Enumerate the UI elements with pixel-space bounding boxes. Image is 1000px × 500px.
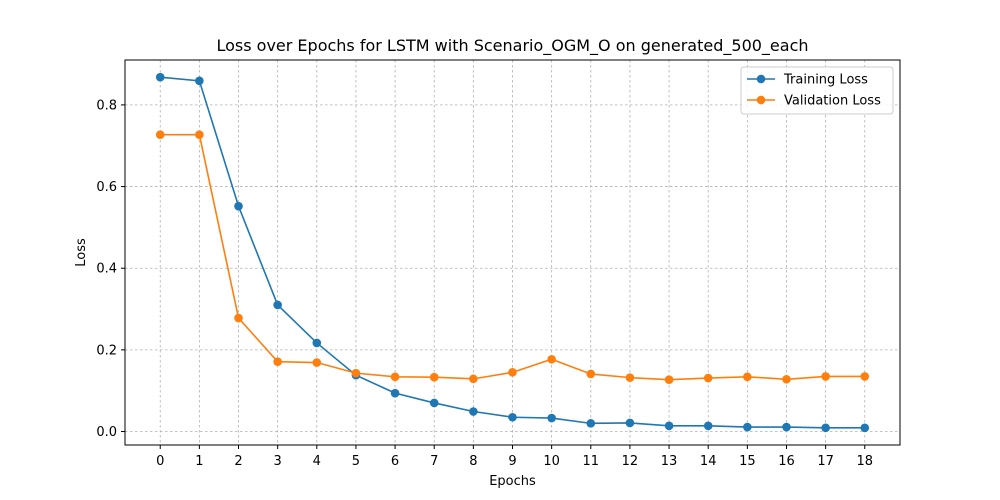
- x-tick-label: 0: [156, 454, 164, 469]
- training-loss-legend-label: Training Loss: [783, 73, 868, 88]
- x-tick-label: 2: [234, 454, 242, 469]
- validation-loss-point: [508, 368, 517, 377]
- y-tick-label: 0.0: [96, 425, 117, 440]
- x-tick-label: 14: [700, 454, 717, 469]
- validation-loss-point: [821, 372, 830, 381]
- series-layer: [155, 72, 870, 433]
- training-loss-point: [625, 418, 635, 428]
- x-tick-label: 18: [856, 454, 873, 469]
- validation-loss-point: [469, 374, 478, 384]
- x-tick-label: 10: [543, 454, 560, 469]
- validation-loss-point: [703, 373, 713, 383]
- y-tick-label: 0.2: [96, 343, 117, 358]
- validation-loss-point: [586, 369, 596, 379]
- training-loss-point: [429, 398, 439, 408]
- validation-loss-point: [860, 372, 870, 381]
- training-loss-point: [469, 407, 478, 416]
- training-loss-point: [155, 72, 165, 82]
- x-tick-label: 11: [583, 454, 600, 469]
- validation-loss-point: [195, 130, 204, 140]
- x-tick-label: 13: [661, 454, 678, 469]
- validation-loss-legend-label: Validation Loss: [784, 94, 881, 109]
- x-tick-label: 3: [274, 454, 282, 469]
- x-tick-label: 15: [739, 454, 756, 469]
- training-loss-point: [860, 423, 870, 433]
- validation-loss-point: [625, 373, 635, 382]
- x-tick-label: 4: [313, 454, 321, 469]
- training-loss-point: [743, 422, 752, 432]
- validation-loss-point: [390, 372, 400, 382]
- x-tick-label: 17: [817, 454, 834, 469]
- x-tick-label: 6: [391, 454, 399, 469]
- y-tick-label: 0.4: [96, 262, 117, 277]
- training-loss-point: [234, 201, 243, 211]
- training-loss-point: [508, 412, 517, 422]
- validation-loss-point: [782, 374, 791, 384]
- training-loss-point: [312, 338, 322, 348]
- y-tick-label: 0.8: [96, 98, 117, 113]
- y-tick-label: 0.6: [96, 180, 117, 195]
- x-tick-label: 7: [430, 454, 438, 469]
- training-loss-point: [273, 300, 282, 310]
- training-loss-point: [821, 423, 830, 433]
- y-axis: 0.0 0.2 0.4 0.6 0.8: [96, 98, 125, 440]
- validation-loss-point: [234, 313, 243, 323]
- x-axis: 0 1 2 3 4 5 6 7 8 9 10 11 12 13 14 15 16 17 18: [156, 445, 873, 469]
- validation-loss-legend-marker: [756, 95, 766, 105]
- validation-loss-point: [273, 357, 282, 367]
- training-loss-point: [586, 419, 596, 428]
- validation-loss-point: [351, 368, 361, 378]
- training-loss-point: [782, 422, 791, 432]
- validation-loss-point: [429, 372, 439, 382]
- legend: Training Loss Validation Loss: [740, 66, 894, 115]
- x-tick-label: 16: [778, 454, 795, 469]
- x-tick-label: 12: [622, 454, 639, 469]
- x-tick-label: 9: [508, 454, 516, 469]
- training-loss-point: [664, 421, 674, 431]
- training-loss-point: [547, 413, 556, 423]
- training-loss-legend-marker: [756, 74, 766, 84]
- validation-loss-point: [664, 375, 674, 384]
- training-loss-point: [195, 76, 204, 86]
- y-axis-title: Loss: [74, 238, 89, 267]
- training-loss-point: [703, 421, 713, 431]
- validation-loss-point: [155, 130, 165, 140]
- validation-loss-point: [743, 372, 752, 382]
- validation-loss-point: [312, 358, 322, 367]
- x-tick-label: 8: [469, 454, 477, 469]
- validation-loss-point: [547, 354, 556, 364]
- chart-title: Loss over Epochs for LSTM with Scenario_…: [216, 36, 808, 56]
- legend-box: [740, 66, 894, 115]
- x-axis-title: Epochs: [489, 474, 536, 489]
- x-tick-label: 5: [352, 454, 360, 469]
- training-loss-point: [390, 388, 400, 398]
- x-tick-label: 1: [195, 454, 203, 469]
